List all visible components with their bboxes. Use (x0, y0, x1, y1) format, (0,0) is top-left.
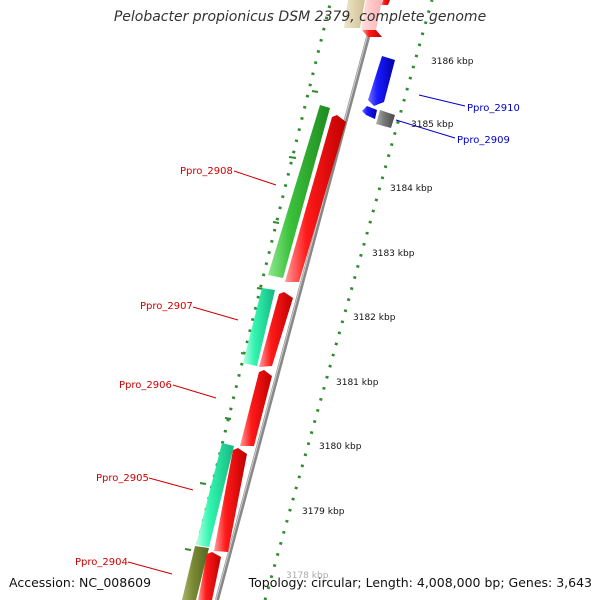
outer-major-ticks (184, 90, 319, 551)
scale-label-3179: 3179 kbp (302, 507, 345, 517)
leader-lines (127, 94, 466, 575)
gene-label-ppro-2904[interactable]: Ppro_2904 (75, 557, 128, 568)
gene-ppro-2904-arrow[interactable] (198, 552, 221, 600)
gene-label-ppro-2910[interactable]: Ppro_2910 (467, 103, 520, 114)
gene-ppro-2909-cog-box[interactable] (376, 110, 395, 128)
gene-partial-top-red[interactable] (362, 30, 382, 37)
gene-partial-top-tan[interactable] (344, 0, 365, 28)
gene-label-ppro-2906[interactable]: Ppro_2906 (119, 380, 172, 391)
inner-scale-ring (263, 0, 434, 600)
gene-ppro-2905-cog-box[interactable] (196, 443, 234, 547)
gene-ppro-2905-arrow[interactable] (214, 448, 247, 552)
gene-ppro-2908-arrow[interactable] (285, 115, 346, 282)
gene-partial-top-red-2[interactable] (381, 0, 390, 5)
backbone-highlight (215, 0, 378, 600)
gene-ppro-2907-arrow[interactable] (259, 292, 293, 367)
scale-label-3185: 3185 kbp (411, 120, 454, 130)
gene-label-ppro-2909[interactable]: Ppro_2909 (457, 135, 510, 146)
gene-label-ppro-2905[interactable]: Ppro_2905 (96, 473, 149, 484)
scale-label-3181: 3181 kbp (336, 378, 379, 388)
topology-summary: Topology: circular; Length: 4,008,000 bp… (248, 575, 592, 590)
scale-label-3182: 3182 kbp (353, 313, 396, 323)
gene-label-ppro-2907[interactable]: Ppro_2907 (140, 301, 193, 312)
genome-backbone (215, 0, 380, 600)
scale-label-3184: 3184 kbp (390, 184, 433, 194)
scale-label-3178: 3178 kbp (286, 571, 329, 581)
gene-ppro-2904-cog-box[interactable] (182, 546, 209, 600)
accession-label: Accession: NC_008609 (9, 575, 152, 590)
scale-label-3180: 3180 kbp (319, 442, 362, 452)
gene-ppro-2910-arrow[interactable] (368, 56, 395, 106)
scale-label-3186: 3186 kbp (431, 57, 474, 67)
gene-ppro-2906-arrow[interactable] (240, 370, 272, 446)
gene-label-ppro-2908[interactable]: Ppro_2908 (180, 166, 233, 177)
map-title: Pelobacter propionicus DSM 2379, complet… (113, 9, 487, 25)
gene-ppro-2909-arrow[interactable] (362, 106, 377, 119)
gene-labels: Ppro_2910 Ppro_2909 Ppro_2908 Ppro_2907 … (75, 103, 520, 568)
gene-partial-top-pink[interactable] (361, 0, 382, 30)
scale-label-3183: 3183 kbp (372, 249, 415, 259)
scale-labels: 3186 kbp 3185 kbp 3184 kbp 3183 kbp 3182… (286, 57, 474, 581)
gene-ppro-2908-cog-box[interactable] (268, 105, 330, 278)
gene-ppro-2907-cog-box[interactable] (243, 288, 275, 366)
